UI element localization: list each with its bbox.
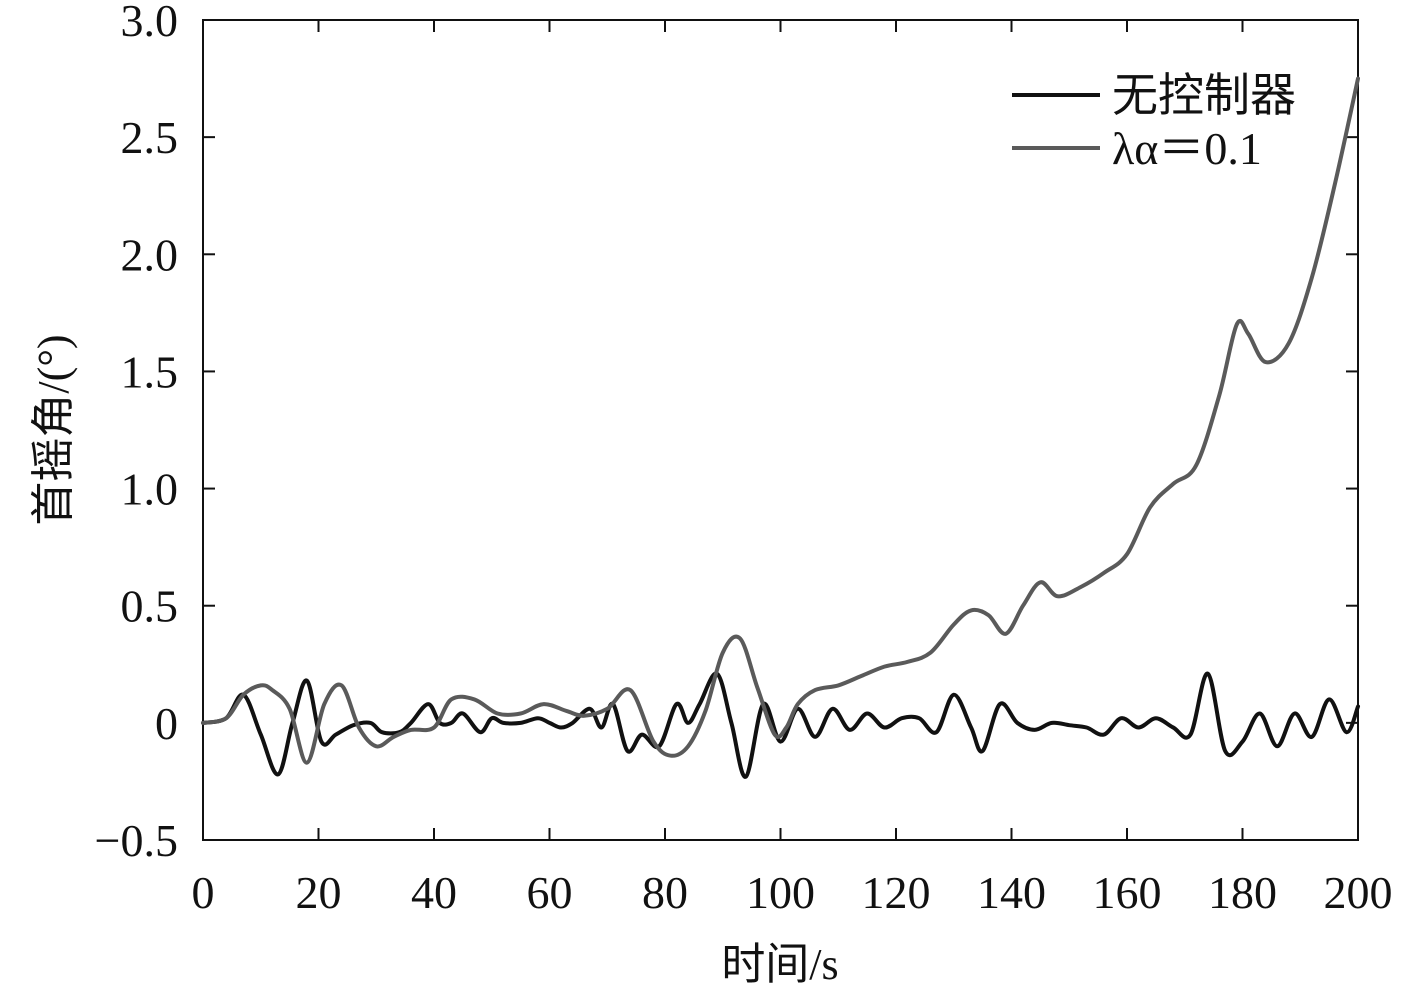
legend-label-0: 无控制器 [1112,70,1296,121]
series-line-1 [201,76,1360,765]
y-tick-label: 3.0 [121,0,179,46]
y-tick-label: 1.5 [121,346,179,397]
y-tick-label: −0.5 [95,815,178,866]
y-tick-label: 2.0 [121,229,179,280]
x-tick-label: 0 [192,867,215,918]
series-line-0 [201,671,1360,779]
y-axis-label: 首摇角/(°) [29,334,78,525]
x-tick-label: 80 [642,867,688,918]
legend-label-1: λα＝0.1 [1112,123,1262,174]
x-tick-label: 180 [1208,867,1277,918]
y-tick-label: 0.5 [121,581,179,632]
y-tick-label: 1.0 [121,464,179,515]
x-tick-label: 40 [411,867,457,918]
x-tick-label: 200 [1324,867,1393,918]
series-layer [201,76,1360,779]
x-tick-label: 140 [977,867,1046,918]
x-tick-label: 100 [746,867,815,918]
y-tick-label: 2.5 [121,112,179,163]
x-axis-label: 时间/s [721,940,838,989]
x-tick-label: 160 [1093,867,1162,918]
y-tick-label: 0 [155,698,178,749]
x-tick-label: 60 [527,867,573,918]
axes: 0 20 40 60 80 100 120 140 160 180 200 −0.5 0 0.5 1.0 1.… [95,0,1393,918]
x-tick-label: 120 [862,867,931,918]
x-tick-label: 20 [296,867,342,918]
